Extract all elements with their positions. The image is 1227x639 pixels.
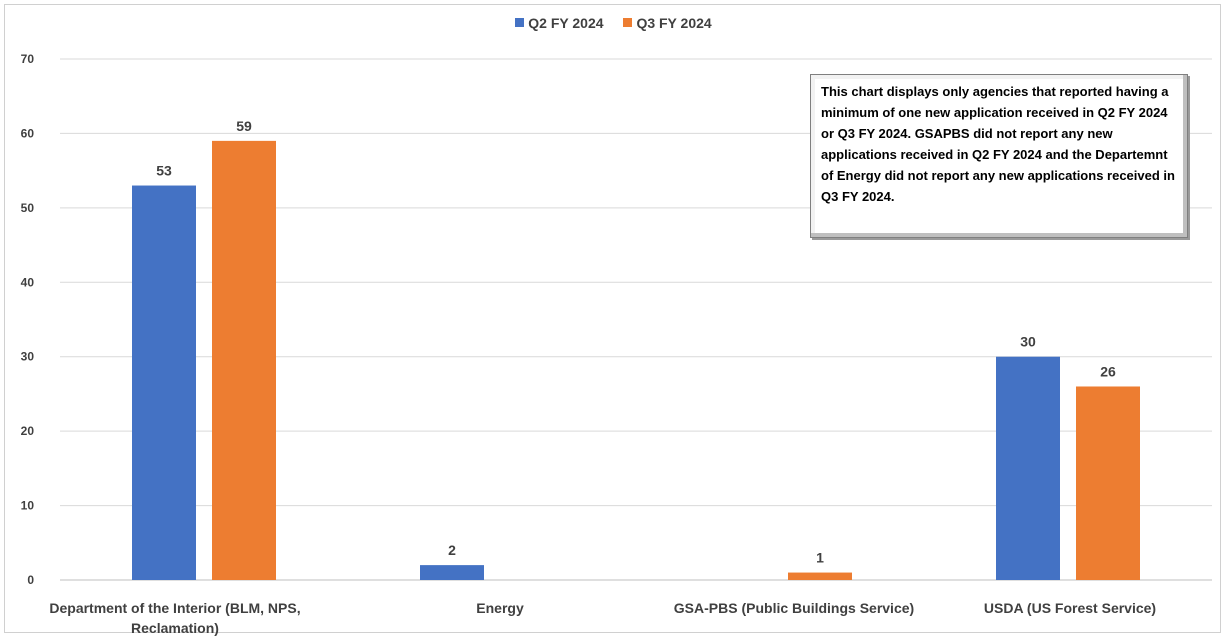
category-label-energy-text: Energy	[476, 600, 524, 616]
bar	[1076, 386, 1140, 580]
bar	[132, 185, 196, 580]
annotation-text: This chart displays only agencies that r…	[821, 84, 1175, 204]
legend: Q2 FY 2024 Q3 FY 2024	[0, 14, 1227, 31]
y-tick-label: 70	[21, 52, 35, 66]
category-label-interior-text: Department of the Interior (BLM, NPS, Re…	[49, 600, 301, 636]
category-label-usda-text: USDA (US Forest Service)	[983, 600, 1157, 616]
bar	[212, 140, 276, 580]
category-label-usda: USDA (US Forest Service)	[900, 598, 1227, 618]
category-label-gsa: GSA-PBS (Public Buildings Service)	[624, 598, 964, 618]
y-tick-label: 10	[21, 499, 35, 513]
y-tick-label: 50	[21, 201, 35, 215]
y-tick-label: 40	[21, 275, 35, 289]
y-tick-label: 20	[21, 424, 35, 438]
data-label: 1	[816, 550, 824, 566]
y-tick-label: 60	[21, 126, 35, 140]
data-label: 59	[236, 118, 252, 134]
y-tick-label: 0	[27, 573, 34, 587]
category-label-energy: Energy	[330, 598, 670, 618]
legend-item-q2: Q2 FY 2024	[515, 14, 604, 31]
legend-label-q3: Q3 FY 2024	[636, 14, 712, 31]
legend-swatch-q2	[515, 18, 525, 27]
bar	[420, 565, 484, 580]
bar	[996, 356, 1060, 580]
y-tick-label: 30	[21, 350, 35, 364]
bar	[788, 572, 852, 580]
data-label: 26	[1100, 363, 1116, 379]
data-label: 30	[1020, 334, 1036, 350]
annotation-box: This chart displays only agencies that r…	[810, 74, 1188, 238]
category-label-gsa-text: GSA-PBS (Public Buildings Service)	[673, 600, 915, 616]
data-label: 2	[448, 542, 456, 558]
legend-label-q2: Q2 FY 2024	[528, 14, 604, 31]
category-label-interior: Department of the Interior (BLM, NPS, Re…	[5, 598, 345, 638]
legend-swatch-q3	[623, 18, 633, 27]
data-label: 53	[156, 163, 172, 179]
legend-item-q3: Q3 FY 2024	[623, 14, 712, 31]
